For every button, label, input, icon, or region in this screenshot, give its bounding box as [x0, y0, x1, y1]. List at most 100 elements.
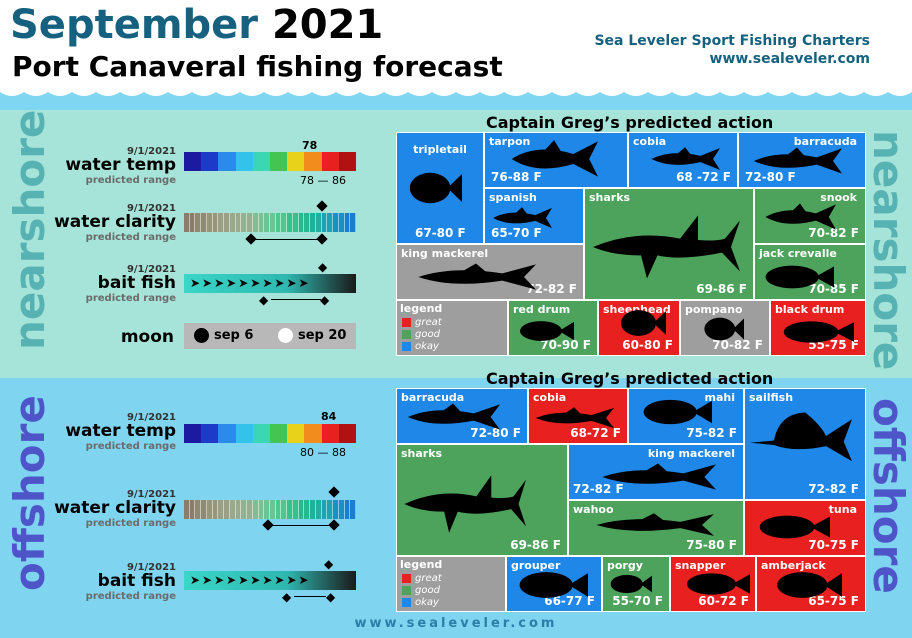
- sharks-fish-icon: [590, 212, 740, 286]
- species-name: grouper: [511, 559, 561, 572]
- clarity-segment: [350, 500, 357, 519]
- clarity-segment: [229, 500, 236, 519]
- species-temp-range: 68 -72 F: [676, 170, 731, 184]
- ns-bait-range-label: predicted range: [85, 293, 176, 304]
- clarity-segment: [281, 500, 288, 519]
- ns-clarity-date: 9/1/2021: [126, 203, 176, 214]
- snapper-fish-icon: [680, 570, 750, 602]
- legend-box: [396, 300, 508, 356]
- os-clarity-date: 9/1/2021: [126, 489, 176, 500]
- offshore-side-label-right: offshore: [864, 398, 912, 594]
- cobia-fish-icon: [650, 146, 720, 176]
- mahi-fish-icon: [636, 396, 712, 432]
- species-name: sharks: [589, 191, 631, 204]
- clarity-segment: [298, 213, 305, 232]
- species-name: wahoo: [573, 503, 614, 516]
- footer-url[interactable]: www.sealeveler.com: [354, 616, 558, 631]
- jack-crevalle-fish-icon: [758, 262, 834, 296]
- tripletail-fish-icon: [404, 168, 462, 212]
- legend-box: [396, 556, 506, 612]
- moon-label: moon: [120, 327, 174, 347]
- species-temp-range: 72-82 F: [573, 482, 624, 496]
- clarity-segment: [247, 500, 253, 519]
- species-temp-range: 66-77 F: [544, 594, 595, 608]
- nearshore-side-label-right: nearshore: [864, 130, 912, 371]
- species-tile-barracuda: barracuda 72-80 F: [738, 132, 866, 188]
- os-temp-labels: 9/1/2021 water temp predicted range: [65, 412, 176, 452]
- clarity-segment: [287, 500, 293, 519]
- new-moon-icon: [194, 328, 209, 343]
- species-temp-range: 69-86 F: [696, 282, 747, 296]
- species-name: sharks: [401, 447, 443, 460]
- species-temp-range: 75-82 F: [686, 426, 737, 440]
- clarity-segment: [224, 213, 230, 232]
- species-name: barracuda: [401, 391, 465, 404]
- clarity-segment: [201, 213, 207, 232]
- title-month: September: [10, 2, 258, 48]
- legend-item-good: good: [402, 585, 440, 596]
- clarity-segment: [350, 213, 357, 232]
- species-temp-range: 69-86 F: [510, 538, 561, 552]
- species-name: tripletail: [413, 143, 467, 156]
- wahoo-fish-icon: [594, 512, 714, 542]
- cobia-fish-icon: [534, 406, 614, 434]
- legend-title: legend: [400, 558, 443, 571]
- species-name: red drum: [513, 303, 571, 316]
- ns-temp-range-label: predicted range: [85, 175, 176, 186]
- legend-title: legend: [400, 302, 443, 315]
- clarity-segment: [212, 213, 219, 232]
- title-year: 2021: [271, 2, 384, 48]
- os-clarity-label: water clarity: [54, 498, 176, 518]
- sailfish-fish-icon: [748, 408, 852, 468]
- brand-url[interactable]: www.sealeveler.com: [709, 51, 870, 67]
- os-temp-scale: [184, 424, 357, 443]
- clarity-segment: [241, 500, 248, 519]
- clarity-segment: [184, 213, 190, 232]
- clarity-segment: [229, 213, 236, 232]
- clarity-segment: [264, 213, 271, 232]
- species-name: sheephead: [603, 303, 671, 316]
- clarity-segment: [218, 213, 225, 232]
- sharks-fish-icon: [402, 472, 526, 540]
- species-name: king mackerel: [401, 247, 489, 260]
- species-temp-range: 55-70 F: [612, 594, 663, 608]
- tuna-fish-icon: [752, 512, 830, 546]
- moon-bar: [184, 323, 356, 349]
- spanish-fish-icon: [492, 206, 552, 234]
- sheephead-fish-icon: [616, 306, 666, 344]
- species-name: tarpon: [489, 135, 531, 148]
- snook-fish-icon: [764, 202, 836, 236]
- clarity-segment: [292, 500, 299, 519]
- os-temp-date: 9/1/2021: [126, 412, 176, 423]
- ns-clarity-label: water clarity: [54, 212, 176, 232]
- legend-item-okay: okay: [402, 341, 439, 352]
- ns-bait-range-low-icon: ◆: [259, 293, 269, 307]
- os-bait-scale: [184, 571, 356, 590]
- clarity-segment: [298, 500, 305, 519]
- red-drum-fish-icon: [514, 318, 574, 348]
- black-drum-fish-icon: [776, 318, 854, 350]
- clarity-segment: [315, 500, 322, 519]
- legend-item-good: good: [402, 329, 440, 340]
- brand-name: Sea Leveler Sport Fishing Charters: [594, 33, 870, 49]
- ns-temp-date: 9/1/2021: [126, 146, 176, 157]
- species-temp-range: 65-75 F: [808, 594, 859, 608]
- os-bait-range-line: [294, 596, 326, 597]
- species-name: sailfish: [749, 391, 794, 404]
- species-name: cobia: [633, 135, 667, 148]
- legend-item-great: great: [402, 573, 442, 584]
- species-temp-range: 75-80 F: [686, 538, 737, 552]
- clarity-segment: [327, 500, 334, 519]
- clarity-segment: [310, 500, 316, 519]
- clarity-segment: [252, 500, 259, 519]
- clarity-segment: [344, 213, 351, 232]
- os-clarity-range-label: predicted range: [85, 518, 176, 529]
- king-mackerel-fish-icon: [600, 462, 716, 496]
- ns-bait-range-line: [271, 299, 321, 300]
- offshore-side-label-left: offshore: [5, 395, 54, 591]
- ns-clarity-range-line: [252, 239, 320, 240]
- species-tile-sheephead: sheephead 60-80 F: [598, 300, 680, 356]
- ns-action-title: Captain Greg’s predicted action: [486, 113, 774, 132]
- clarity-segment: [327, 213, 334, 232]
- ns-clarity-labels: 9/1/2021 water clarity predicted range: [54, 203, 176, 243]
